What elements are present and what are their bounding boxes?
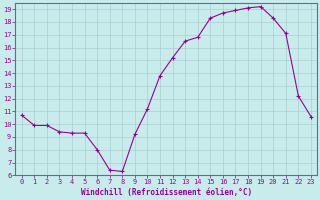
X-axis label: Windchill (Refroidissement éolien,°C): Windchill (Refroidissement éolien,°C) (81, 188, 252, 197)
